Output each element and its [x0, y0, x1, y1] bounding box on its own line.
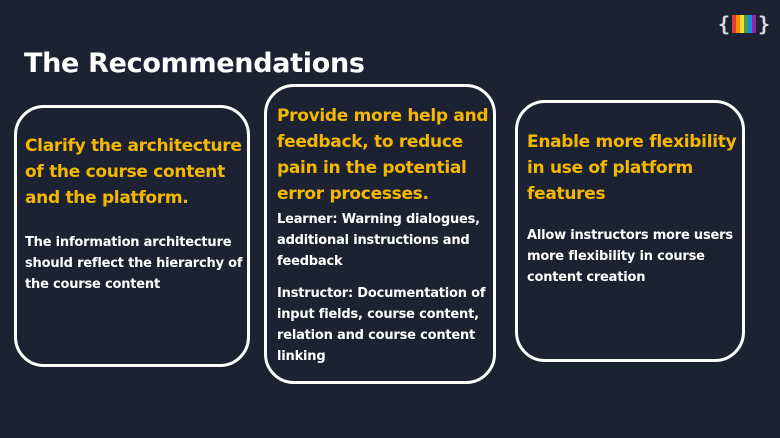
color-bars-icon — [732, 15, 757, 33]
card-heading: Clarify the architecture of the course c… — [25, 136, 242, 208]
recommendation-card-help-feedback: Provide more help and feedback, to reduc… — [264, 84, 496, 384]
color-bar — [744, 15, 749, 33]
card-body-learner: Learner: Warning dialogues, additional i… — [277, 212, 480, 269]
recommendation-card-flexibility: Enable more flexibility in use of platfo… — [515, 100, 745, 362]
card-heading: Provide more help and feedback, to reduc… — [277, 106, 489, 204]
color-bar — [748, 15, 753, 33]
color-bar — [736, 15, 741, 33]
color-bar — [732, 15, 737, 33]
card-body: Allow instructors more users more flexib… — [527, 228, 733, 285]
card-body: The information architecture should refl… — [25, 235, 243, 292]
brace-close-icon: } — [758, 12, 771, 36]
color-bar — [740, 15, 745, 33]
slide-title: The Recommendations — [24, 48, 365, 79]
brace-open-icon: { — [718, 12, 731, 36]
brand-logo-icon: { } — [718, 14, 770, 34]
recommendation-card-architecture: Clarify the architecture of the course c… — [14, 105, 250, 367]
card-heading: Enable more flexibility in use of platfo… — [527, 132, 737, 204]
color-bar — [752, 15, 757, 33]
card-body-instructor: Instructor: Documentation of input field… — [277, 286, 486, 364]
